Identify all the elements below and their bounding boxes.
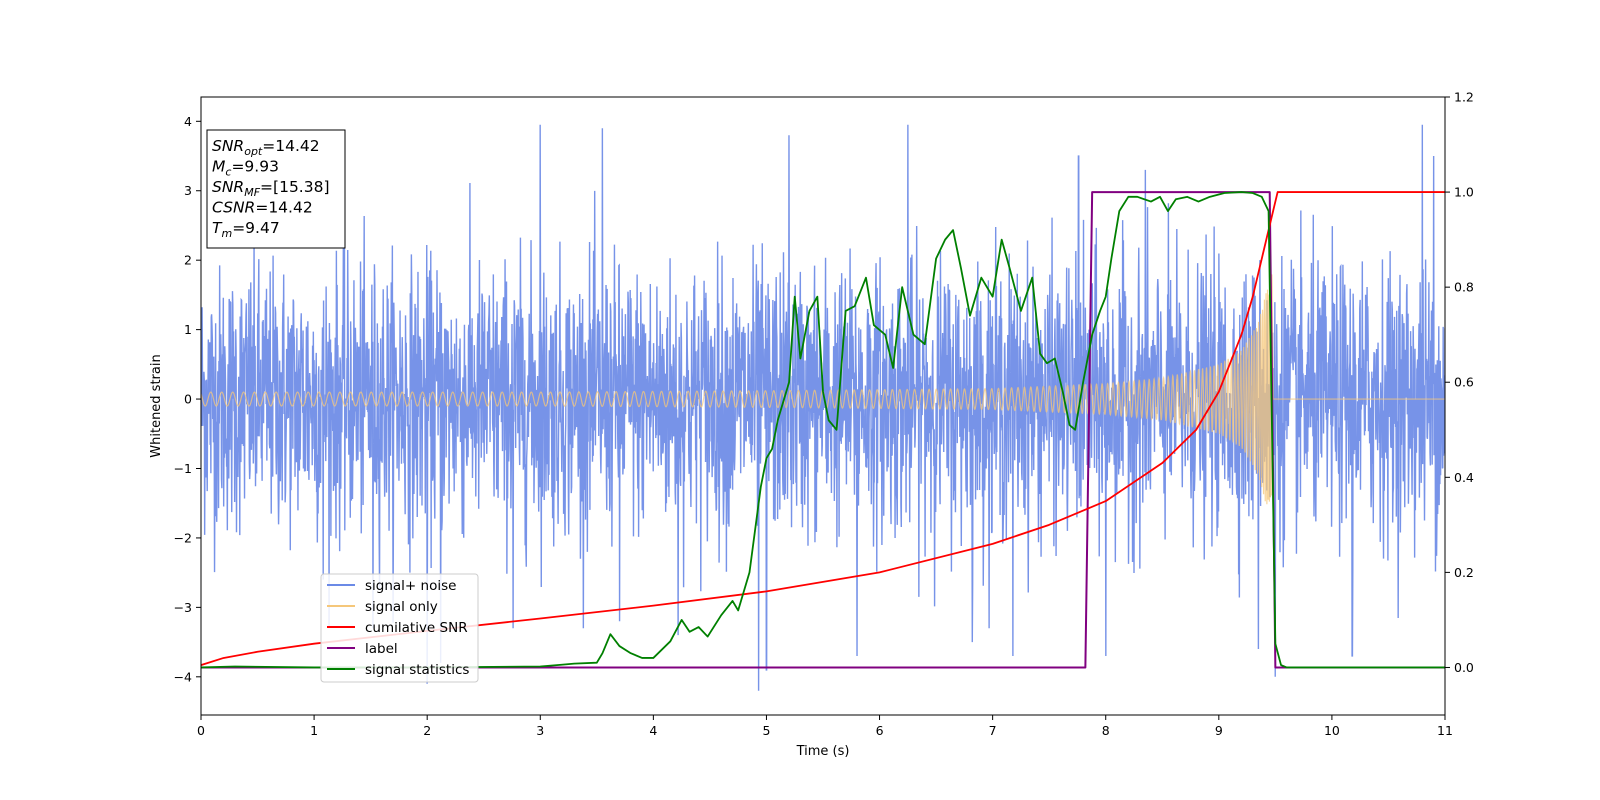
legend-entry: signal+ noise (365, 578, 456, 594)
info-box: SNRopt=14.42Mc=9.93SNRMF=[15.38]CSNR=14.… (206, 129, 346, 249)
info-line: Mc=9.93 (212, 158, 279, 179)
legend-entry: cumilative SNR (365, 620, 468, 636)
info-box-frame (206, 129, 346, 249)
x-axis-title: Time (s) (796, 744, 850, 759)
y-right-tick-label: 0.4 (1454, 470, 1474, 485)
x-tick-label: 3 (536, 723, 544, 738)
info-line: Tm=9.47 (212, 219, 280, 240)
x-tick-label: 7 (989, 723, 997, 738)
y-right-tick-label: 1.2 (1454, 90, 1474, 105)
y-left-tick-label: 2 (184, 253, 192, 268)
y-left-tick-label: −4 (174, 669, 192, 684)
y-left-tick-label: −1 (174, 461, 192, 476)
x-tick-label: 2 (423, 723, 431, 738)
info-line: CSNR=14.42 (212, 199, 313, 217)
y-right-tick-label: 1.0 (1454, 185, 1474, 200)
x-tick-label: 4 (649, 723, 657, 738)
x-tick-label: 6 (876, 723, 884, 738)
x-tick-label: 0 (197, 723, 205, 738)
y-axis-title: Whitened strain (149, 354, 164, 457)
series-signal-noise (201, 124, 1445, 691)
y-left-tick-label: 4 (184, 114, 192, 129)
plot-frame (200, 96, 1446, 716)
y-right-tick-label: 0.6 (1454, 375, 1474, 390)
x-tick-label: 8 (1102, 723, 1110, 738)
y-right-tick-label: 0.8 (1454, 280, 1474, 295)
axes-layer: 0 1 2 3 4 5 6 7 8 9 10 1143210−1−2−3−41.21.00.80.60… (174, 90, 1474, 739)
x-tick-label: 10 (1324, 723, 1340, 738)
y-left-tick-label: −3 (174, 600, 192, 615)
x-tick-label: 5 (762, 723, 770, 738)
y-left-tick-label: 3 (184, 183, 192, 198)
x-tick-label: 11 (1437, 723, 1453, 738)
y-left-tick-label: 0 (184, 392, 192, 407)
y-left-tick-label: 1 (184, 322, 192, 337)
legend-entry: label (365, 641, 398, 657)
info-line: SNRopt=14.42 (212, 137, 320, 158)
legend-entry: signal only (365, 599, 438, 615)
x-tick-label: 9 (1215, 723, 1223, 738)
legend-entry: signal statistics (365, 662, 469, 678)
y-left-tick-label: −2 (174, 530, 192, 545)
info-line: SNRMF=[15.38] (212, 178, 330, 199)
legend-frame (320, 573, 479, 683)
y-right-tick-label: 0.0 (1454, 660, 1474, 675)
x-tick-label: 1 (310, 723, 318, 738)
legend: signal+ noise signal only cumilative SNR la… (320, 573, 479, 683)
y-right-tick-label: 0.2 (1454, 565, 1474, 580)
series-signal-statistics (201, 191, 1445, 669)
